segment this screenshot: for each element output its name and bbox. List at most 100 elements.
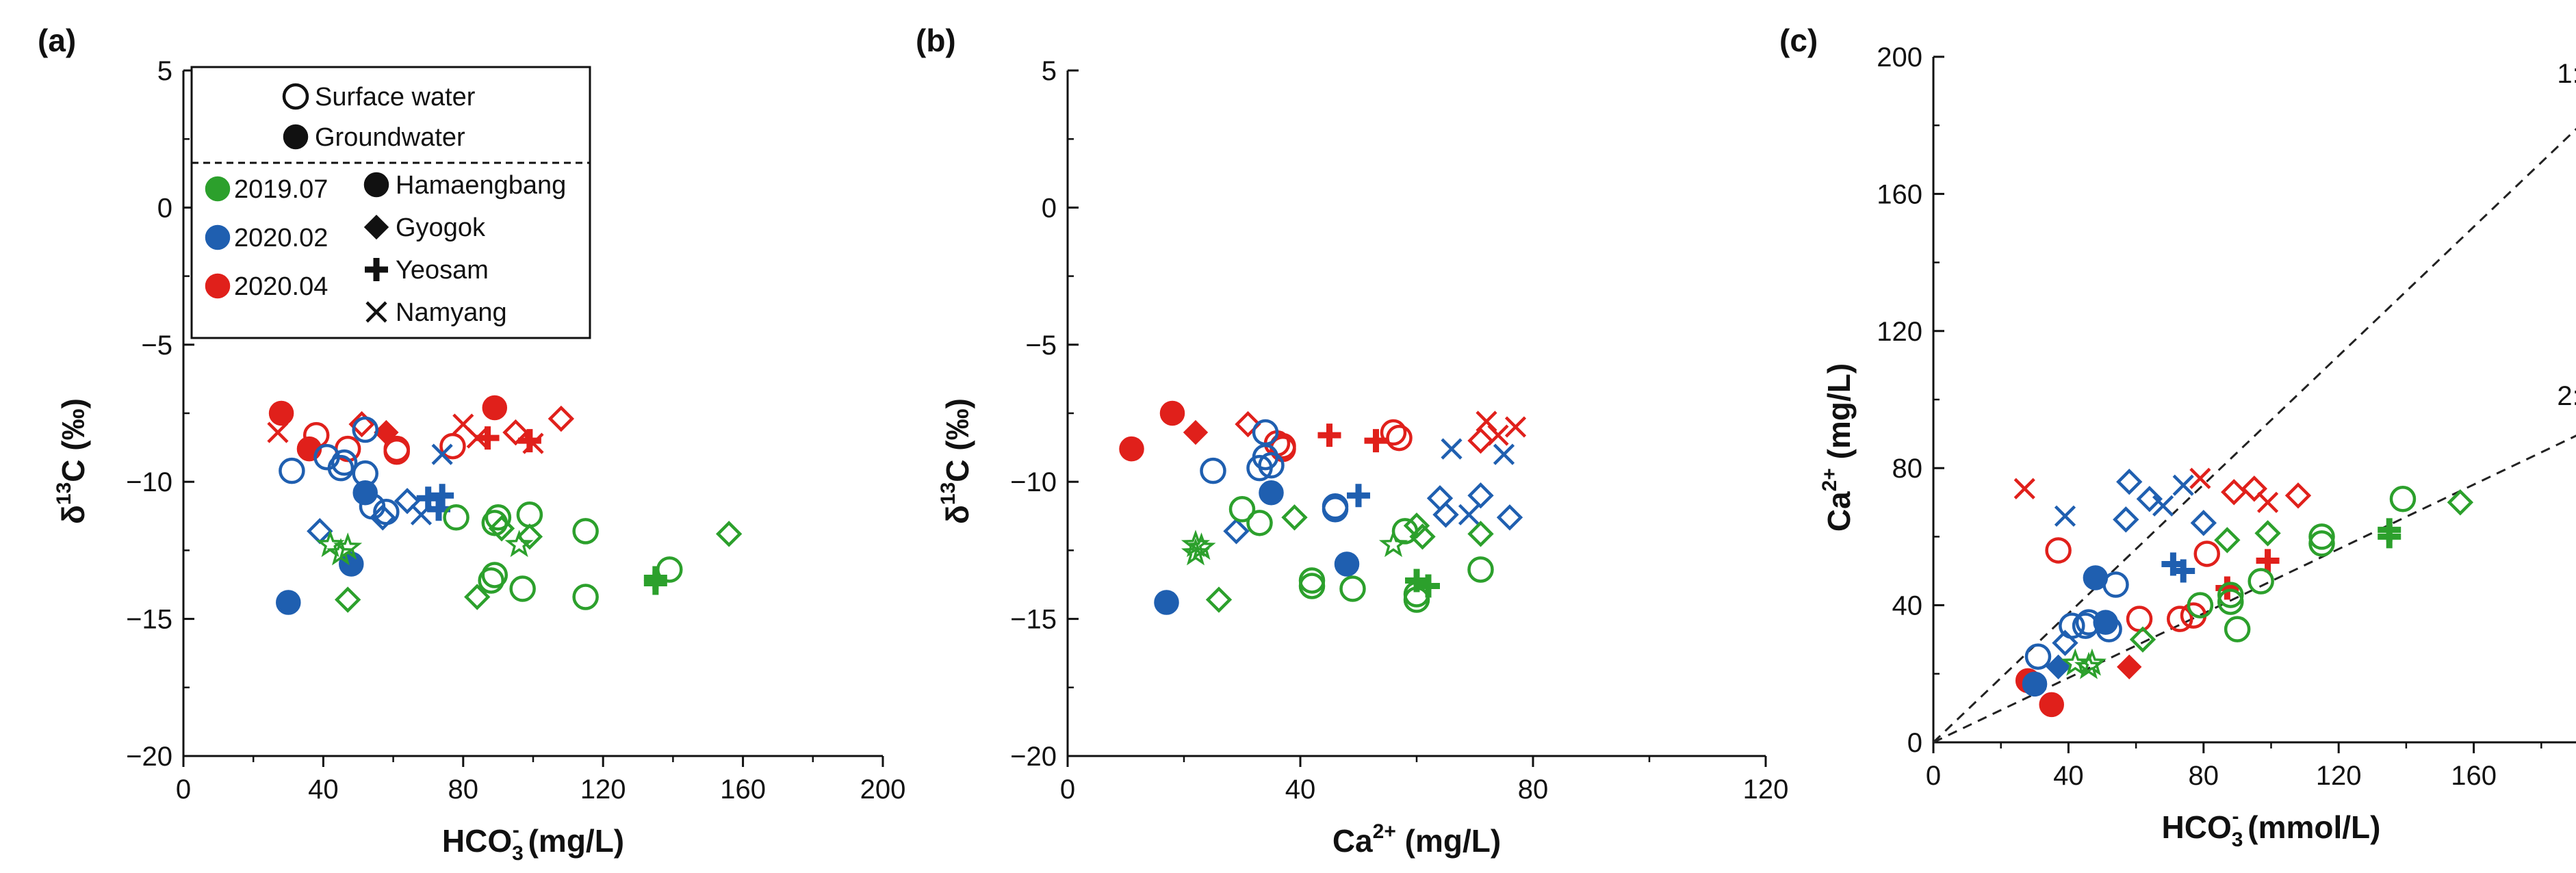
data-point bbox=[643, 566, 667, 590]
data-point bbox=[331, 449, 358, 476]
y-tick-label: 5 bbox=[157, 56, 172, 86]
legend-date-label: 2020.04 bbox=[234, 272, 328, 301]
legend-site-icon bbox=[365, 258, 388, 281]
data-point bbox=[2217, 588, 2244, 615]
y-tick-label: −20 bbox=[126, 742, 172, 772]
data-point bbox=[504, 530, 534, 558]
y-axis-label: Ca2+ (mg/L) bbox=[1818, 363, 1857, 532]
data-point bbox=[1467, 521, 1494, 547]
x-label-base: HCO bbox=[442, 823, 512, 859]
data-point bbox=[1347, 484, 1370, 508]
legend-site-icon bbox=[363, 172, 389, 198]
x-label-unit: (mg/L) bbox=[519, 823, 624, 859]
data-point bbox=[276, 590, 301, 615]
data-point bbox=[1317, 424, 1341, 447]
data-point bbox=[1298, 567, 1326, 594]
y-label-tail: (mg/L) bbox=[1821, 363, 1857, 468]
y-tick-label: −5 bbox=[1025, 330, 1057, 361]
x-tick-label: 120 bbox=[1743, 774, 1789, 805]
y-tick-label: −15 bbox=[1010, 605, 1057, 635]
x-tick-label: 0 bbox=[176, 774, 191, 805]
data-point bbox=[2214, 527, 2241, 553]
data-point bbox=[1417, 574, 1440, 598]
y-label-tail: C (‰) bbox=[55, 398, 91, 482]
data-point bbox=[572, 518, 599, 545]
x-label-base: HCO bbox=[2162, 809, 2232, 845]
data-point bbox=[1409, 523, 1436, 550]
panel-label: (b) bbox=[916, 23, 956, 58]
data-point bbox=[1441, 438, 1463, 460]
data-point bbox=[1487, 424, 1509, 446]
data-point bbox=[2389, 486, 2417, 512]
data-point bbox=[374, 419, 399, 445]
y-label-tail: C (‰) bbox=[940, 398, 975, 482]
x-tick-label: 120 bbox=[580, 774, 626, 805]
data-point bbox=[1200, 457, 1226, 484]
data-point bbox=[1458, 504, 1480, 525]
panel-label: (c) bbox=[1779, 23, 1818, 58]
panel-a: (a) −20 −15 −10 −5 0 5 0 40 80 120 160 200 HCO3- (mg/… bbox=[38, 23, 905, 865]
legend-date-icon bbox=[205, 224, 231, 250]
y-label-sup: 2+ bbox=[1818, 468, 1841, 491]
y-tick-label: −20 bbox=[1010, 742, 1057, 772]
legend-ground-icon bbox=[283, 124, 309, 150]
ratio-line-label: 2:1 bbox=[2557, 381, 2576, 411]
data-point bbox=[2189, 467, 2211, 489]
x-label-sup: - bbox=[2232, 805, 2239, 828]
data-point bbox=[2093, 610, 2118, 635]
ratio-line-label: 1:1 bbox=[2557, 59, 2576, 89]
legend-ground-label: Groundwater bbox=[315, 123, 465, 152]
data-point bbox=[1378, 530, 1408, 558]
data-point bbox=[348, 411, 375, 438]
data-point bbox=[1205, 586, 1233, 613]
x-tick-label: 0 bbox=[1060, 774, 1075, 805]
data-point bbox=[2221, 479, 2247, 506]
data-point bbox=[2284, 482, 2312, 509]
data-point bbox=[2256, 549, 2280, 573]
data-point bbox=[2052, 629, 2078, 656]
data-point bbox=[2083, 565, 2109, 590]
data-point bbox=[2167, 605, 2193, 632]
x-label-sub: 3 bbox=[2232, 829, 2243, 851]
ratio-line bbox=[1932, 127, 2576, 744]
legend-site-label: Namyang bbox=[396, 298, 507, 327]
data-point bbox=[482, 395, 508, 421]
data-point bbox=[1159, 400, 1185, 426]
data-point bbox=[481, 562, 508, 588]
data-point bbox=[2046, 654, 2071, 679]
data-point bbox=[2039, 692, 2064, 718]
y-tick-label: 0 bbox=[1907, 728, 1922, 758]
x-axis-label: Ca2+ (mg/L) bbox=[1332, 820, 1501, 859]
data-point bbox=[1183, 419, 1209, 445]
legend-site-icon bbox=[365, 301, 387, 323]
y-axis-label: δ13C (‰) bbox=[53, 398, 91, 524]
legend-date-label: 2019.07 bbox=[234, 175, 328, 204]
data-point bbox=[268, 400, 294, 426]
data-point bbox=[516, 523, 543, 550]
data-point bbox=[1119, 436, 1144, 462]
data-point bbox=[1403, 512, 1430, 539]
legend: Surface water Groundwater 2019.07 2020.02 20… bbox=[190, 66, 591, 339]
data-point bbox=[2308, 530, 2335, 557]
x-label-sub: 3 bbox=[512, 842, 524, 865]
y-label-base: δ bbox=[55, 505, 91, 524]
legend-site-label: Yeosam bbox=[396, 256, 489, 285]
data-point bbox=[443, 504, 469, 531]
data-point bbox=[2247, 568, 2274, 595]
data-point bbox=[1154, 590, 1179, 615]
x-tick-label: 0 bbox=[1926, 761, 1941, 791]
x-tick-label: 40 bbox=[308, 774, 339, 805]
data-point bbox=[548, 405, 575, 432]
x-label-sup: - bbox=[513, 819, 519, 842]
x-tick-label: 160 bbox=[2451, 761, 2497, 791]
data-point bbox=[516, 501, 543, 528]
data-point bbox=[1380, 419, 1407, 446]
y-tick-label: 160 bbox=[1877, 179, 1922, 209]
y-tick-label: −10 bbox=[126, 467, 172, 497]
x-tick-label: 80 bbox=[448, 774, 479, 805]
x-tick-label: 80 bbox=[2189, 761, 2219, 791]
data-point bbox=[2116, 469, 2143, 495]
data-point bbox=[488, 515, 515, 542]
data-point bbox=[464, 584, 491, 610]
data-point bbox=[2256, 491, 2279, 513]
